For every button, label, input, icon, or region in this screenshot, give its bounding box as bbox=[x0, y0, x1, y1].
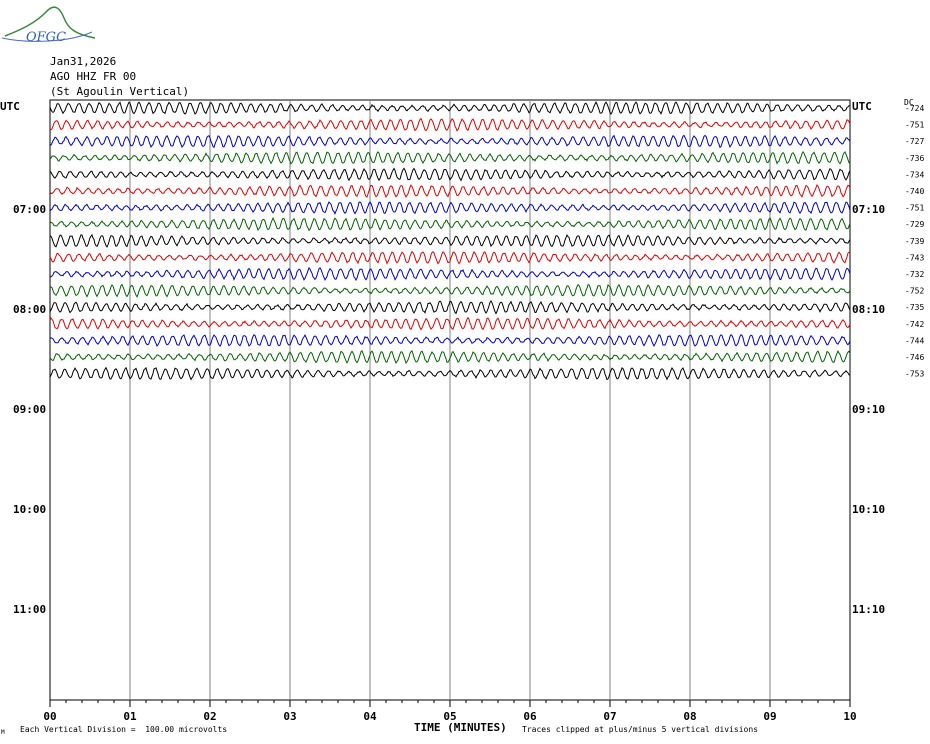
footer-clip: Traces clipped at plus/minus 5 vertical … bbox=[522, 725, 759, 734]
hour-label-right: 09:10 bbox=[852, 403, 885, 416]
seismic-trace bbox=[49, 150, 851, 165]
seismic-trace bbox=[49, 366, 851, 381]
logo-text: OFGC bbox=[26, 30, 66, 45]
dc-offset-label: -746 bbox=[905, 353, 924, 362]
hour-label-right: 10:10 bbox=[852, 503, 885, 516]
dc-offset-label: -752 bbox=[905, 287, 924, 296]
dc-offset-label: -727 bbox=[905, 137, 924, 146]
seismic-trace bbox=[49, 100, 850, 115]
dc-offset-label: -729 bbox=[905, 220, 924, 229]
x-tick-label: 05 bbox=[443, 710, 456, 723]
hour-label-left: 10:00 bbox=[13, 503, 46, 516]
traces-group bbox=[49, 100, 851, 381]
hour-label-right: 08:10 bbox=[852, 303, 885, 316]
x-tick-label: 07 bbox=[603, 710, 616, 723]
seismic-trace bbox=[49, 233, 851, 248]
dc-label: DC bbox=[904, 98, 914, 107]
header-station: AGO HHZ FR 00 bbox=[50, 70, 137, 83]
x-tick-label: 06 bbox=[523, 710, 537, 723]
x-tick-label: 01 bbox=[123, 710, 137, 723]
seismic-trace bbox=[49, 167, 851, 182]
seismic-trace bbox=[49, 216, 851, 232]
seismic-trace bbox=[49, 134, 851, 149]
x-tick-label: 10 bbox=[843, 710, 856, 723]
seismic-trace bbox=[49, 117, 851, 132]
hour-label-left: 08:00 bbox=[13, 303, 46, 316]
left-axis-title: UTC bbox=[0, 100, 20, 113]
hour-label-right: 07:10 bbox=[852, 203, 885, 216]
x-tick-label: 02 bbox=[203, 710, 216, 723]
logo-swoosh-icon bbox=[1, 31, 93, 42]
dc-offset-label: -734 bbox=[905, 170, 924, 179]
seismic-trace bbox=[49, 266, 851, 282]
footer-corner: M bbox=[1, 729, 5, 736]
hour-label-right: 11:10 bbox=[852, 603, 885, 616]
dc-offset-label: -751 bbox=[905, 121, 924, 130]
x-tick-label: 00 bbox=[43, 710, 56, 723]
x-axis-label: TIME (MINUTES) bbox=[414, 721, 507, 734]
dc-offset-label: -753 bbox=[905, 370, 924, 379]
seismic-trace bbox=[49, 201, 851, 215]
logo: OFGC bbox=[1, 6, 96, 45]
seismic-trace bbox=[49, 316, 851, 331]
logo-mountain-icon bbox=[4, 6, 96, 39]
seismic-trace bbox=[49, 283, 851, 298]
plot-grid bbox=[49, 99, 851, 707]
dc-offset-label: -743 bbox=[905, 253, 924, 262]
dc-offset-label: -736 bbox=[905, 154, 924, 163]
header-date: Jan31,2026 bbox=[50, 55, 117, 68]
footer-scale: Each Vertical Division = 100.00 microvol… bbox=[20, 725, 228, 734]
dc-offset-label: -742 bbox=[905, 320, 924, 329]
x-tick-label: 08 bbox=[683, 710, 696, 723]
hour-label-left: 07:00 bbox=[13, 203, 46, 216]
dc-offset-label: -744 bbox=[905, 336, 924, 345]
hour-label-left: 11:00 bbox=[13, 603, 46, 616]
hour-label-left: 09:00 bbox=[13, 403, 46, 416]
seismic-trace bbox=[49, 349, 851, 365]
x-tick-label: 03 bbox=[283, 710, 296, 723]
x-tick-label: 04 bbox=[363, 710, 377, 723]
dc-offset-label: -740 bbox=[905, 187, 924, 196]
seismic-trace bbox=[49, 184, 851, 198]
x-tick-label: 09 bbox=[763, 710, 776, 723]
seismic-trace bbox=[49, 300, 851, 315]
header-location: (St Agoulin Vertical) bbox=[50, 85, 190, 98]
dc-offset-label: -735 bbox=[905, 303, 924, 312]
axis-labels: 00 01 02 03 04 05 06 07 08 09 10 07:00 08:00 09:00 10:… bbox=[13, 100, 924, 723]
dc-offset-label: -732 bbox=[905, 270, 924, 279]
hour-label-right: UTC bbox=[852, 100, 872, 113]
dc-offset-label: -739 bbox=[905, 237, 924, 246]
seismic-trace bbox=[49, 333, 851, 348]
seismic-trace bbox=[49, 250, 851, 265]
dc-offset-label: -751 bbox=[905, 204, 924, 213]
dc-offset-label: -724 bbox=[905, 104, 924, 113]
